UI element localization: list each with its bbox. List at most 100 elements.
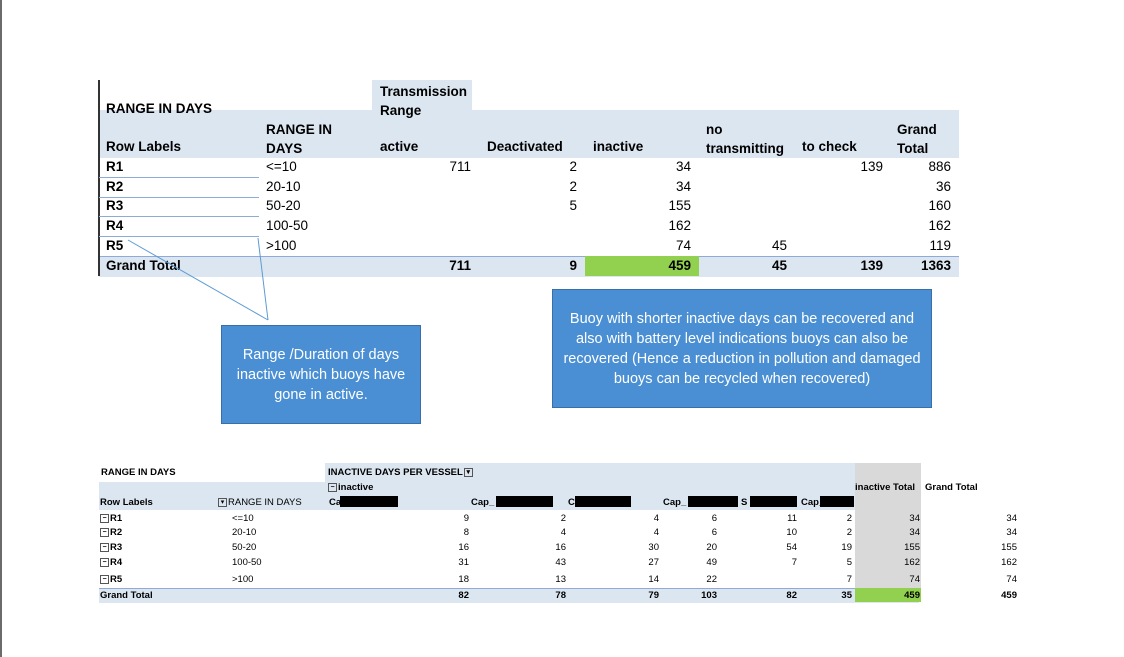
- collapse-icon[interactable]: −: [328, 482, 337, 492]
- table1-row-labels-header[interactable]: Row Labels: [106, 139, 182, 154]
- vessel-header-1: Ca: [329, 497, 342, 508]
- inactive-total-cell: 155: [904, 542, 920, 553]
- table2-grand-total-row: [99, 588, 919, 603]
- grand-total-deactivated: 9: [569, 258, 577, 273]
- table-cell: 162: [928, 218, 951, 233]
- row-label: − R5: [100, 574, 122, 585]
- filter-icon[interactable]: ▾: [463, 467, 473, 477]
- inactive-total-cell: 34: [909, 513, 920, 524]
- redaction-bar: [820, 496, 854, 507]
- row-range: 20-10: [266, 179, 301, 194]
- table2-group-label[interactable]: − inactive: [328, 482, 373, 493]
- table2-inactive-total-column: [855, 463, 921, 601]
- redaction-bar: [340, 496, 398, 507]
- redaction-bar: [575, 496, 631, 507]
- grand-total-to-check: 139: [860, 258, 883, 273]
- table1-header-group: Transmission Range: [380, 84, 468, 118]
- table-cell: 22: [706, 574, 717, 585]
- table2-filter-header-text: INACTIVE DAYS PER VESSEL: [328, 467, 463, 478]
- table2-grand-total-header: Grand Total: [925, 482, 978, 493]
- table1-range-header: RANGE IN DAYS: [266, 122, 333, 156]
- table-cell: 54: [786, 542, 797, 553]
- table-cell: 14: [648, 574, 659, 585]
- row-range: >100: [266, 238, 297, 253]
- row-range: 20-10: [232, 527, 257, 538]
- table1-left-border: [98, 80, 100, 276]
- table2-filter-header[interactable]: INACTIVE DAYS PER VESSEL ▾: [328, 467, 474, 478]
- table1-title: RANGE IN DAYS: [106, 101, 213, 116]
- table2-range-header[interactable]: ▾ RANGE IN DAYS: [218, 497, 302, 508]
- connector-line: [127, 239, 269, 321]
- collapse-icon[interactable]: −: [100, 542, 109, 552]
- table-cell: 36: [935, 179, 951, 194]
- table-cell: 34: [675, 179, 691, 194]
- table2-inactive-total-highlight: [855, 588, 921, 602]
- table1-header-gap: [99, 80, 372, 110]
- table2-inactive-total-header: inactive Total: [855, 482, 916, 493]
- table-cell: 13: [555, 574, 566, 585]
- row-label: − R4: [100, 557, 122, 568]
- vessel-header-5: S: [741, 497, 748, 508]
- table-cell: 19: [841, 542, 852, 553]
- row-label-text: R2: [110, 527, 123, 538]
- callout-recovery-text: Buoy with shorter inactive days can be r…: [563, 310, 921, 387]
- row-divider: [99, 197, 259, 198]
- row-label-text: R4: [110, 557, 123, 568]
- table-cell: 7: [846, 574, 852, 585]
- table-cell: 10: [786, 527, 797, 538]
- table-cell: 2: [846, 527, 852, 538]
- table-cell: 6: [711, 527, 717, 538]
- redaction-bar: [688, 496, 738, 507]
- row-divider: [99, 177, 259, 178]
- grand-total-overall: 459: [1001, 590, 1017, 601]
- collapse-icon[interactable]: −: [100, 574, 109, 584]
- table-cell: 16: [555, 542, 566, 553]
- table-cell: 5: [846, 557, 852, 568]
- grand-total-inactive: 459: [904, 590, 920, 601]
- collapse-icon[interactable]: −: [100, 513, 109, 523]
- collapse-icon[interactable]: −: [100, 557, 109, 567]
- row-label: − R1: [100, 513, 122, 524]
- table-cell: 18: [458, 574, 469, 585]
- table2-group-label-text: inactive: [338, 482, 374, 493]
- table-cell: 5: [569, 198, 577, 213]
- row-label: − R3: [100, 542, 122, 553]
- table-cell: 45: [771, 238, 787, 253]
- grand-total-cell: 74: [1006, 574, 1017, 585]
- table-cell: 119: [929, 238, 951, 253]
- table-cell: 4: [560, 527, 566, 538]
- table1-grand-total-row: [99, 256, 959, 277]
- row-label: R5: [106, 238, 124, 253]
- table-cell: 20: [706, 542, 717, 553]
- row-label: R4: [106, 218, 124, 233]
- row-label: − R2: [100, 527, 122, 538]
- page-left-border: [0, 0, 2, 657]
- inactive-total-cell: 34: [909, 527, 920, 538]
- table-cell: 27: [648, 557, 659, 568]
- redaction-bar: [496, 496, 553, 507]
- table2-header-gap: [99, 463, 325, 482]
- row-range: 50-20: [266, 198, 301, 213]
- col-header-inactive: inactive: [593, 139, 644, 154]
- table-cell: 2: [560, 513, 566, 524]
- grand-total-active: 711: [449, 258, 471, 273]
- grand-total-cell: 79: [648, 590, 659, 601]
- table-cell: 6: [711, 513, 717, 524]
- vessel-header-4: Cap_: [663, 497, 687, 508]
- row-range: <=10: [232, 513, 254, 524]
- table-cell: 4: [653, 513, 659, 524]
- table-cell: 2: [569, 179, 577, 194]
- callout-range-description: Range /Duration of days inactive which b…: [221, 325, 421, 424]
- table-cell: 2: [569, 159, 577, 174]
- row-label-text: R1: [110, 513, 123, 524]
- collapse-icon[interactable]: −: [100, 527, 109, 537]
- grand-total-cell: 82: [458, 590, 469, 601]
- col-header-no-transmitting: no transmitting: [706, 122, 785, 156]
- row-range: 50-20: [232, 542, 257, 553]
- table2-row-labels-header[interactable]: Row Labels: [100, 497, 153, 508]
- col-header-grand-total: Grand Total: [897, 122, 937, 156]
- callout-range-text: Range /Duration of days inactive which b…: [236, 346, 406, 403]
- inactive-total-cell: 74: [909, 574, 920, 585]
- filter-icon[interactable]: ▾: [218, 497, 227, 507]
- row-label: R2: [106, 179, 124, 194]
